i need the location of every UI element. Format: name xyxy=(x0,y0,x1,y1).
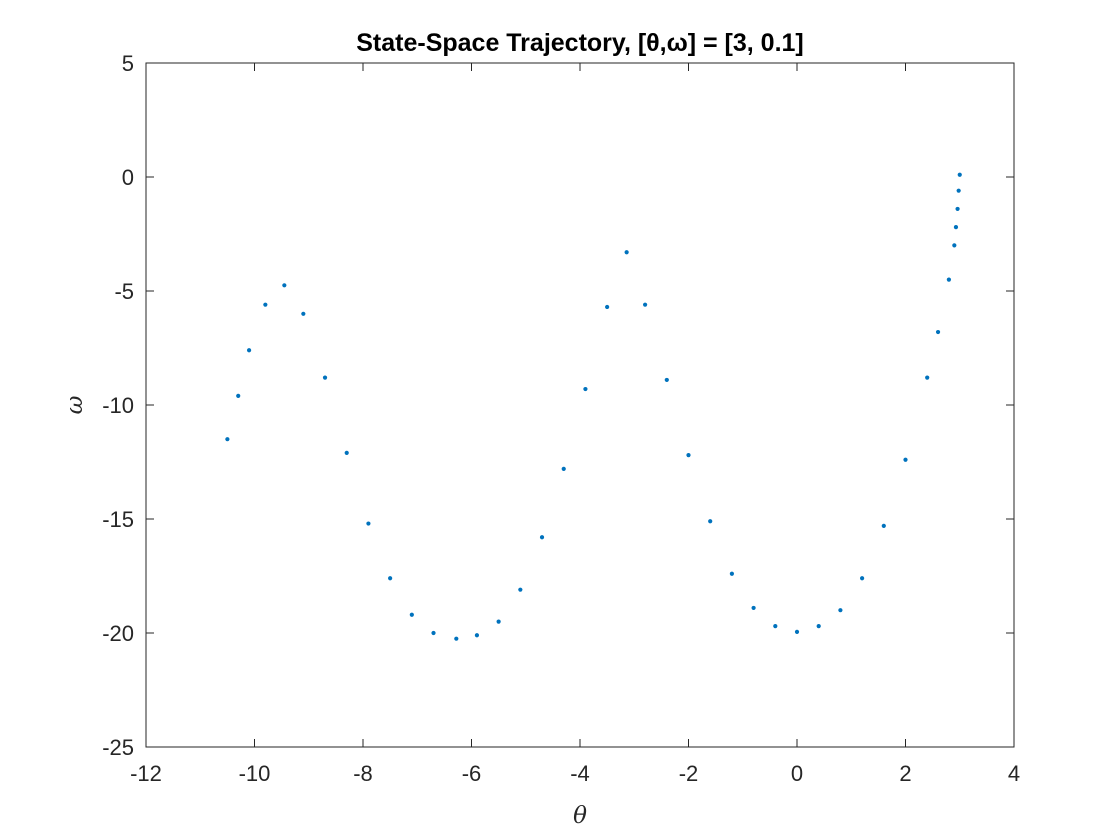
data-point xyxy=(838,608,843,613)
data-point xyxy=(624,250,629,255)
y-axis-ticks: 5 0 -5 -10 -15 -20 -25 xyxy=(102,51,1014,760)
data-point xyxy=(953,225,959,230)
x-axis-label: θ xyxy=(573,803,587,829)
plot-frame xyxy=(145,62,1015,748)
data-point xyxy=(301,311,306,316)
y-tick-label: 0 xyxy=(122,165,134,190)
data-point xyxy=(952,243,957,248)
data-point xyxy=(225,437,230,442)
data-point xyxy=(946,277,952,282)
data-point xyxy=(236,393,241,398)
x-tick-label: 0 xyxy=(791,761,803,786)
chart-title: State-Space Trajectory, [θ,ω] = [3, 0.1] xyxy=(356,29,804,57)
data-point xyxy=(454,636,459,641)
plot-area xyxy=(146,63,1014,747)
data-point xyxy=(366,521,371,526)
y-tick-label: -5 xyxy=(114,279,134,304)
data-point xyxy=(583,386,588,392)
data-point xyxy=(751,605,756,611)
x-tick-label: -4 xyxy=(570,761,590,786)
data-point xyxy=(881,523,886,528)
x-tick-label: -12 xyxy=(130,761,162,786)
data-point xyxy=(643,302,648,307)
data-point xyxy=(794,629,800,634)
data-point xyxy=(935,329,941,335)
data-point xyxy=(664,377,669,383)
data-point xyxy=(816,624,821,629)
x-tick-label: -6 xyxy=(462,761,482,786)
data-point xyxy=(474,633,480,638)
data-point xyxy=(539,535,545,540)
data-point xyxy=(561,466,566,471)
y-tick-label: -20 xyxy=(102,621,134,646)
x-tick-label: 2 xyxy=(899,761,911,786)
trajectory-series xyxy=(225,172,962,641)
data-point xyxy=(773,624,778,629)
data-point xyxy=(322,375,328,380)
y-tick-label: 5 xyxy=(122,51,134,76)
data-point xyxy=(903,457,908,462)
data-point xyxy=(431,630,436,636)
data-point xyxy=(282,283,287,288)
x-tick-label: -2 xyxy=(679,761,699,786)
y-tick-label: -15 xyxy=(102,507,134,532)
x-tick-label: 4 xyxy=(1008,761,1020,786)
y-tick-label: -10 xyxy=(102,393,134,418)
data-point xyxy=(246,348,252,353)
x-axis-ticks: -12 -10 -8 -6 -4 -2 0 2 4 xyxy=(130,63,1020,786)
data-point xyxy=(957,172,962,177)
data-point xyxy=(344,450,349,455)
y-axis-label: ω xyxy=(62,395,88,414)
data-point xyxy=(925,375,930,380)
data-point xyxy=(518,587,523,592)
data-point xyxy=(496,619,501,624)
data-point xyxy=(955,206,960,212)
x-tick-label: -10 xyxy=(239,761,271,786)
data-point xyxy=(605,304,610,310)
data-point xyxy=(686,453,691,458)
data-point xyxy=(388,576,393,581)
data-point xyxy=(263,302,268,307)
data-point xyxy=(956,188,961,193)
data-point xyxy=(409,612,414,617)
data-point xyxy=(860,576,865,581)
x-tick-label: -8 xyxy=(353,761,373,786)
data-point xyxy=(708,519,713,524)
y-tick-label: -25 xyxy=(102,735,134,760)
data-point xyxy=(729,571,735,576)
